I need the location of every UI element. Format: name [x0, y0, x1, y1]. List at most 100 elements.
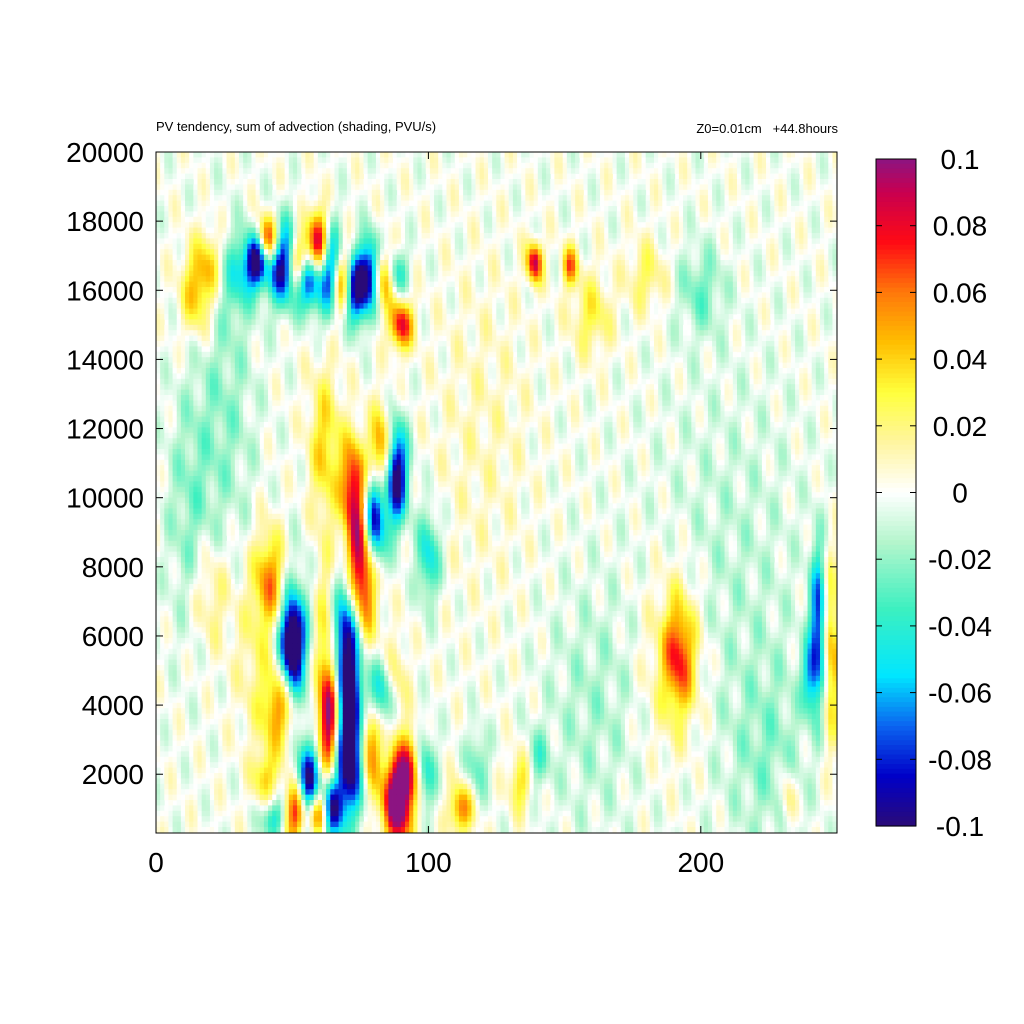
heatmap-cell	[230, 184, 236, 191]
heatmap-cell	[222, 486, 227, 493]
heatmap-cell	[156, 211, 161, 218]
heatmap-cell	[247, 573, 252, 579]
heatmap-cell	[160, 675, 165, 682]
heatmap-cell	[292, 800, 298, 806]
heatmap-cell	[197, 503, 203, 509]
heatmap-cell	[292, 756, 298, 763]
heatmap-cell	[164, 665, 169, 671]
heatmap-cell	[297, 708, 302, 714]
heatmap-cell	[197, 816, 203, 822]
heatmap-cell	[197, 195, 203, 201]
heatmap-cell	[209, 546, 215, 552]
heatmap-cell	[222, 681, 227, 687]
heatmap-cell	[288, 432, 294, 439]
heatmap-cell	[301, 692, 306, 698]
heatmap-cell	[156, 643, 161, 650]
heatmap-cell	[263, 627, 269, 633]
heatmap-cell	[263, 719, 269, 725]
heatmap-cell	[193, 746, 198, 752]
heatmap-cell	[218, 686, 223, 693]
heatmap-cell	[164, 303, 169, 309]
heatmap-cell	[284, 605, 290, 612]
heatmap-cell	[201, 789, 207, 795]
heatmap-cell	[205, 584, 211, 590]
heatmap-cell	[255, 395, 261, 401]
heatmap-cell	[297, 373, 302, 380]
heatmap-cell	[197, 346, 203, 353]
heatmap-cell	[164, 783, 169, 790]
heatmap-cell	[164, 411, 169, 417]
heatmap-cell	[268, 200, 273, 207]
heatmap-cell	[160, 778, 165, 785]
heatmap-cell	[272, 270, 277, 277]
heatmap-cell	[272, 330, 277, 336]
heatmap-cell	[218, 767, 223, 774]
heatmap-cell	[172, 540, 178, 547]
heatmap-cell	[255, 827, 261, 833]
heatmap-cell	[197, 395, 203, 401]
heatmap-cell	[309, 773, 315, 779]
heatmap-cell	[280, 589, 286, 596]
heatmap-cell	[251, 740, 256, 747]
heatmap-cell	[209, 416, 215, 423]
heatmap-cell	[218, 443, 223, 450]
heatmap-cell	[243, 557, 248, 563]
heatmap-cell	[234, 416, 240, 423]
heatmap-cell	[160, 449, 165, 455]
heatmap-cell	[243, 800, 248, 806]
heatmap-cell	[263, 519, 269, 525]
heatmap-cell	[263, 411, 269, 417]
heatmap-cell	[176, 346, 182, 353]
heatmap-cell	[309, 486, 315, 493]
heatmap-cell	[247, 794, 252, 801]
heatmap-cell	[193, 589, 198, 596]
heatmap-cell	[205, 773, 211, 779]
heatmap-cell	[272, 265, 277, 272]
heatmap-cell	[205, 708, 211, 714]
heatmap-cell	[230, 206, 236, 212]
heatmap-cell	[209, 594, 215, 601]
heatmap-cell	[280, 530, 286, 536]
heatmap-cell	[172, 827, 178, 833]
heatmap-cell	[222, 351, 227, 358]
heatmap-cell	[222, 162, 227, 169]
heatmap-cell	[156, 438, 161, 444]
heatmap-cell	[280, 827, 286, 833]
heatmap-cell	[218, 465, 223, 471]
heatmap-cell	[259, 378, 265, 385]
heatmap-cell	[160, 659, 165, 666]
heatmap-cell	[164, 735, 169, 741]
heatmap-cell	[185, 227, 190, 234]
heatmap-cell	[201, 800, 207, 806]
heatmap-cell	[255, 578, 261, 585]
heatmap-cell	[280, 308, 286, 315]
heatmap-cell	[176, 632, 182, 639]
heatmap-cell	[288, 346, 294, 353]
heatmap-cell	[268, 719, 273, 725]
heatmap-cell	[189, 589, 194, 596]
heatmap-cell	[280, 162, 286, 169]
heatmap-cell	[205, 357, 211, 363]
heatmap-cell	[243, 816, 248, 822]
heatmap-cell	[301, 346, 306, 353]
heatmap-cell	[259, 427, 265, 434]
heatmap-cell	[189, 443, 194, 450]
heatmap-cell	[168, 260, 173, 266]
heatmap-cell	[263, 427, 269, 434]
heatmap-cell	[297, 621, 302, 628]
heatmap-cell	[160, 589, 165, 596]
heatmap-cell	[305, 756, 310, 763]
heatmap-cell	[156, 341, 161, 347]
heatmap-cell	[259, 292, 265, 299]
heatmap-cell	[297, 767, 302, 774]
heatmap-cell	[168, 659, 173, 666]
heatmap-cell	[297, 729, 302, 736]
heatmap-cell	[205, 195, 211, 201]
heatmap-cell	[185, 567, 190, 574]
heatmap-cell	[284, 470, 290, 477]
heatmap-cell	[193, 395, 198, 401]
heatmap-cell	[272, 551, 277, 558]
heatmap-cell	[247, 405, 252, 412]
heatmap-cell	[276, 162, 281, 169]
heatmap-cell	[239, 643, 244, 650]
